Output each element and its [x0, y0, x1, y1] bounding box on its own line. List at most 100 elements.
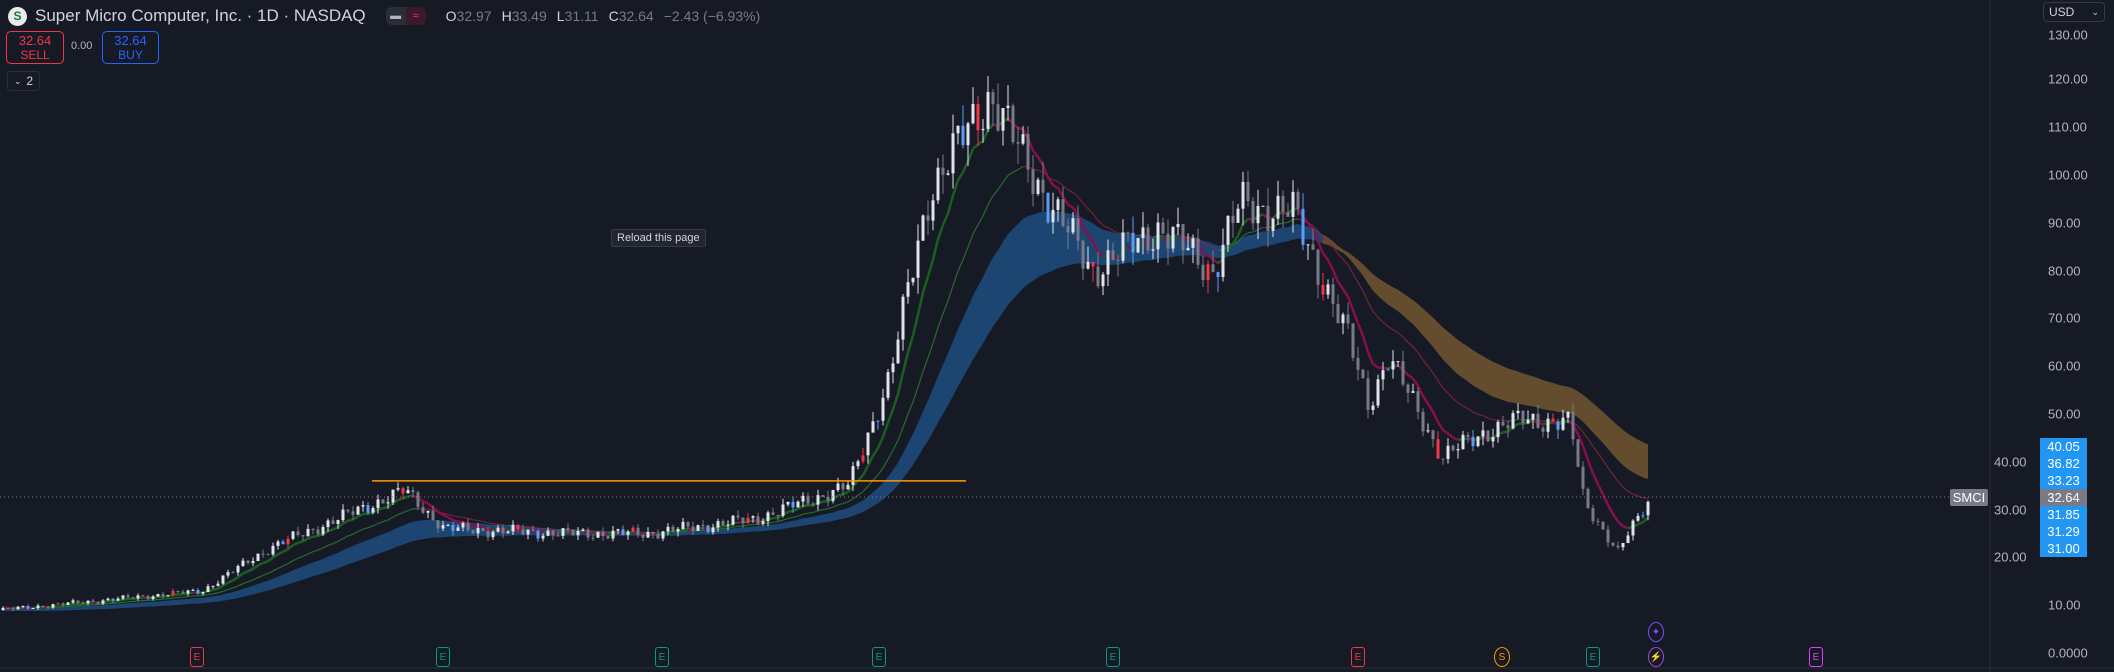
fast-ma-segment — [232, 576, 239, 582]
fast-ma-segment — [62, 603, 69, 607]
candle-body — [1541, 427, 1545, 432]
fast-ma-segment — [382, 505, 389, 510]
earnings-event-icon[interactable]: E — [1586, 647, 1600, 667]
mid-ma-segment — [1337, 253, 1344, 260]
fast-ma-segment — [921, 276, 930, 293]
fast-ma-segment — [482, 526, 489, 531]
fast-ma-segment — [347, 518, 354, 522]
idea-event-icon[interactable]: ✦ — [1648, 622, 1664, 642]
mid-ma-segment — [182, 595, 189, 598]
candle-body — [231, 572, 235, 574]
fast-ma-segment — [866, 455, 875, 467]
fast-ma-segment — [292, 541, 299, 547]
earnings-event-icon[interactable]: E — [1106, 647, 1120, 667]
sell-button[interactable]: 32.64 SELL — [6, 31, 64, 64]
mid-ma-segment — [1287, 219, 1294, 223]
fast-ma-segment — [1316, 240, 1325, 254]
candle-body — [1271, 218, 1275, 231]
indicator-price-label: 36.82 — [2040, 455, 2087, 472]
indicators-collapse-button[interactable]: ⌄ 2 — [7, 71, 40, 91]
fast-ma-segment — [931, 238, 940, 260]
axis-tick: 80.00 — [2048, 263, 2081, 279]
candle-body — [1211, 264, 1215, 273]
candle-body — [191, 589, 195, 591]
candle-body — [896, 339, 900, 364]
candle-body — [901, 296, 905, 340]
candle-body — [401, 488, 405, 494]
mid-ma-segment — [917, 371, 924, 388]
candle-body — [551, 530, 555, 536]
mid-ma-segment — [847, 498, 854, 503]
fast-ma-segment — [941, 212, 950, 226]
candle-body — [366, 505, 370, 513]
candle-body — [1356, 357, 1360, 370]
mid-ma-segment — [997, 181, 1004, 191]
candle-body — [656, 534, 660, 539]
candle-body — [266, 553, 270, 555]
mid-ma-segment — [242, 581, 249, 585]
earnings-event-icon[interactable]: E — [1351, 647, 1365, 667]
candle-body — [1566, 411, 1570, 418]
candle-body — [1611, 542, 1615, 546]
candle-body — [576, 531, 580, 536]
candle-body — [1391, 361, 1395, 370]
fast-ma-segment — [1081, 226, 1090, 236]
mid-ma-segment — [1627, 490, 1634, 495]
candle-body — [616, 529, 620, 531]
currency-select[interactable]: USD ⌄ — [2043, 2, 2105, 22]
candle-body — [621, 529, 625, 535]
mid-ma-segment — [282, 563, 289, 567]
candle-body — [211, 585, 215, 587]
candle-body — [201, 592, 205, 594]
candle-body — [1216, 272, 1220, 277]
split-event-icon[interactable]: S — [1494, 647, 1510, 667]
candle-body — [806, 495, 810, 504]
candle-body — [911, 277, 915, 283]
mid-ma-segment — [237, 583, 244, 587]
candle-body — [1406, 384, 1410, 393]
fast-ma-segment — [317, 532, 324, 538]
mid-ma-segment — [1402, 336, 1409, 343]
visibility-toggle[interactable]: ▬ ≈ — [385, 7, 426, 25]
candle-body — [286, 538, 290, 545]
mid-ma-segment — [1387, 326, 1394, 331]
wave-icon[interactable]: ≈ — [405, 7, 426, 25]
mid-ma-segment — [1427, 365, 1434, 374]
candle-body — [816, 495, 820, 505]
candle-body — [116, 598, 120, 601]
mid-ma-segment — [1072, 191, 1079, 198]
candle-body — [446, 524, 450, 526]
mid-ma-segment — [822, 508, 829, 511]
earnings-event-icon[interactable]: E — [1809, 647, 1823, 667]
candle-body — [561, 528, 565, 536]
candle-body — [171, 590, 175, 596]
minus-icon[interactable]: ▬ — [385, 7, 406, 25]
news-event-icon[interactable]: ⚡ — [1648, 647, 1664, 667]
mid-ma-segment — [532, 526, 539, 529]
mid-ma-segment — [1092, 213, 1099, 221]
buy-button[interactable]: 32.64 BUY — [102, 31, 159, 64]
mid-ma-segment — [947, 285, 954, 302]
candle-body — [301, 535, 305, 537]
currency-value: USD — [2049, 5, 2075, 19]
candle-body — [1241, 181, 1245, 209]
mid-ma-segment — [457, 516, 464, 518]
candle-body — [791, 501, 795, 508]
mid-ma-segment — [407, 508, 414, 512]
fast-ma-segment — [432, 506, 439, 513]
fast-ma-segment — [337, 522, 344, 529]
fast-ma-segment — [981, 129, 990, 142]
earnings-event-icon[interactable]: E — [190, 647, 204, 667]
earnings-event-icon[interactable]: E — [436, 647, 450, 667]
earnings-event-icon[interactable]: E — [655, 647, 669, 667]
mid-ma-segment — [862, 485, 869, 493]
candle-body — [281, 541, 285, 545]
earnings-event-icon[interactable]: E — [872, 647, 886, 667]
mid-ma-segment — [172, 596, 179, 599]
high-label: H — [501, 8, 512, 24]
mid-ma-segment — [67, 605, 74, 608]
candle-body — [696, 524, 700, 531]
candle-body — [1286, 212, 1290, 217]
symbol-title[interactable]: Super Micro Computer, Inc. · 1D · NASDAQ — [35, 6, 366, 25]
